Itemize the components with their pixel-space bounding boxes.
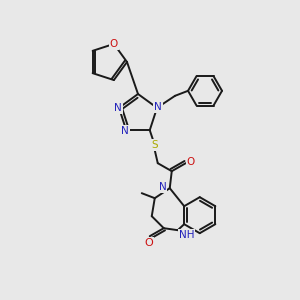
Text: N: N: [159, 182, 166, 192]
Text: O: O: [144, 238, 153, 248]
Text: S: S: [152, 140, 158, 150]
Text: O: O: [110, 39, 118, 49]
Text: N: N: [114, 103, 122, 113]
Text: NH: NH: [179, 230, 194, 240]
Text: N: N: [154, 102, 162, 112]
Text: N: N: [122, 126, 129, 136]
Text: O: O: [187, 157, 195, 167]
